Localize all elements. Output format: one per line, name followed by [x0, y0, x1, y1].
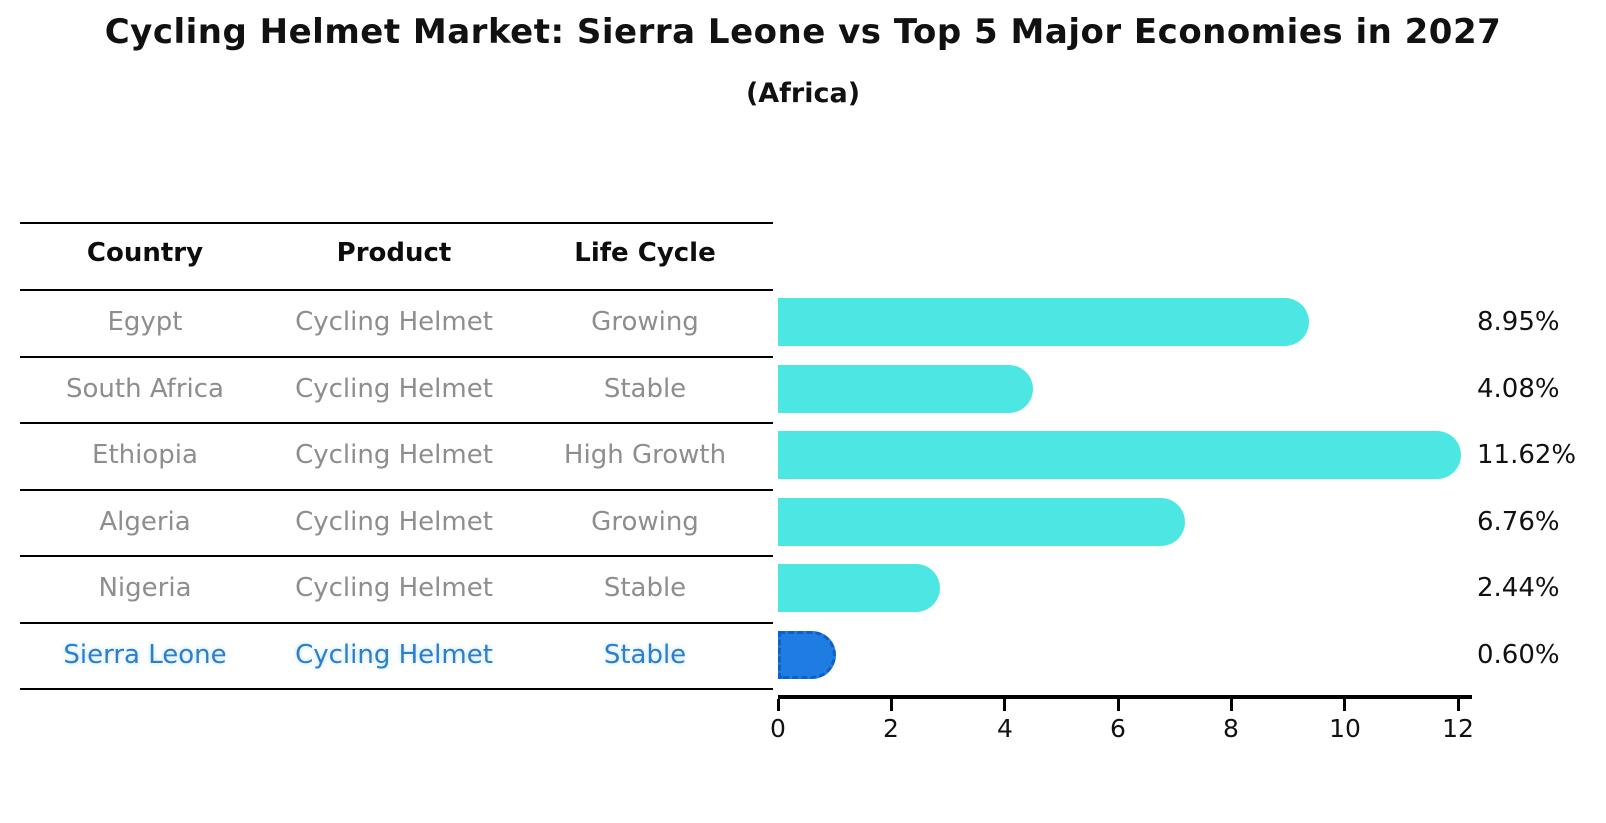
bar-ethiopia — [778, 431, 1461, 479]
table-header-rule — [20, 289, 773, 291]
cell-product: Cycling Helmet — [295, 440, 493, 470]
bar-nigeria — [778, 564, 940, 612]
cell-country: Nigeria — [98, 573, 192, 603]
bar-value-label: 8.95% — [1477, 307, 1560, 337]
bar-value-label: 2.44% — [1477, 573, 1560, 603]
x-axis-tick-label: 12 — [1442, 714, 1474, 743]
bar-value-label: 11.62% — [1477, 440, 1577, 470]
cell-country: Ethiopia — [92, 440, 198, 470]
x-axis-tick — [1457, 699, 1460, 711]
x-axis-tick — [777, 699, 780, 711]
cell-lifecycle: Growing — [591, 507, 699, 537]
cell-product: Cycling Helmet — [295, 307, 493, 337]
bar-value-label: 0.60% — [1477, 640, 1560, 670]
table-row-rule — [20, 688, 773, 690]
bar-south-africa — [778, 365, 1033, 413]
x-axis-tick — [890, 699, 893, 711]
col-header-product: Product — [336, 238, 452, 268]
cell-lifecycle: Stable — [603, 374, 687, 404]
bar-value-label: 4.08% — [1477, 374, 1560, 404]
table-row-rule — [20, 622, 773, 624]
cell-country: South Africa — [66, 374, 224, 404]
cell-product: Cycling Helmet — [295, 573, 493, 603]
cell-product: Cycling Helmet — [295, 507, 493, 537]
x-axis-tick — [1117, 699, 1120, 711]
cell-country: Sierra Leone — [63, 640, 227, 670]
cell-product: Cycling Helmet — [295, 640, 493, 670]
cell-lifecycle: Stable — [603, 573, 687, 603]
x-axis-tick — [1003, 699, 1006, 711]
col-header-country: Country — [86, 238, 204, 268]
x-axis-tick — [1230, 699, 1233, 711]
x-axis-line — [778, 695, 1472, 699]
x-axis-tick-label: 8 — [1223, 714, 1239, 743]
cell-lifecycle: Growing — [591, 307, 699, 337]
x-axis-tick-label: 10 — [1329, 714, 1361, 743]
x-axis-tick-label: 6 — [1110, 714, 1126, 743]
x-axis-tick-label: 2 — [883, 714, 899, 743]
chart-subtitle: (Africa) — [745, 78, 861, 109]
cell-country: Algeria — [99, 507, 191, 537]
x-axis-tick-label: 4 — [997, 714, 1013, 743]
bar-highlight-sierra-leone — [778, 631, 836, 679]
table-row-rule — [20, 489, 773, 491]
chart-title: Cycling Helmet Market: Sierra Leone vs T… — [104, 12, 1502, 52]
table-row-rule — [20, 422, 773, 424]
x-axis-tick — [1343, 699, 1346, 711]
bar-egypt — [778, 298, 1309, 346]
cell-lifecycle: Stable — [603, 640, 687, 670]
table-row-rule — [20, 356, 773, 358]
cell-lifecycle: High Growth — [563, 440, 727, 470]
x-axis-tick-label: 0 — [770, 714, 786, 743]
table-row-rule — [20, 555, 773, 557]
cell-product: Cycling Helmet — [295, 374, 493, 404]
bar-value-label: 6.76% — [1477, 507, 1560, 537]
cell-country: Egypt — [107, 307, 183, 337]
table-top-rule — [20, 222, 773, 224]
col-header-lifecycle: Life Cycle — [574, 238, 716, 268]
bar-algeria — [778, 498, 1185, 546]
